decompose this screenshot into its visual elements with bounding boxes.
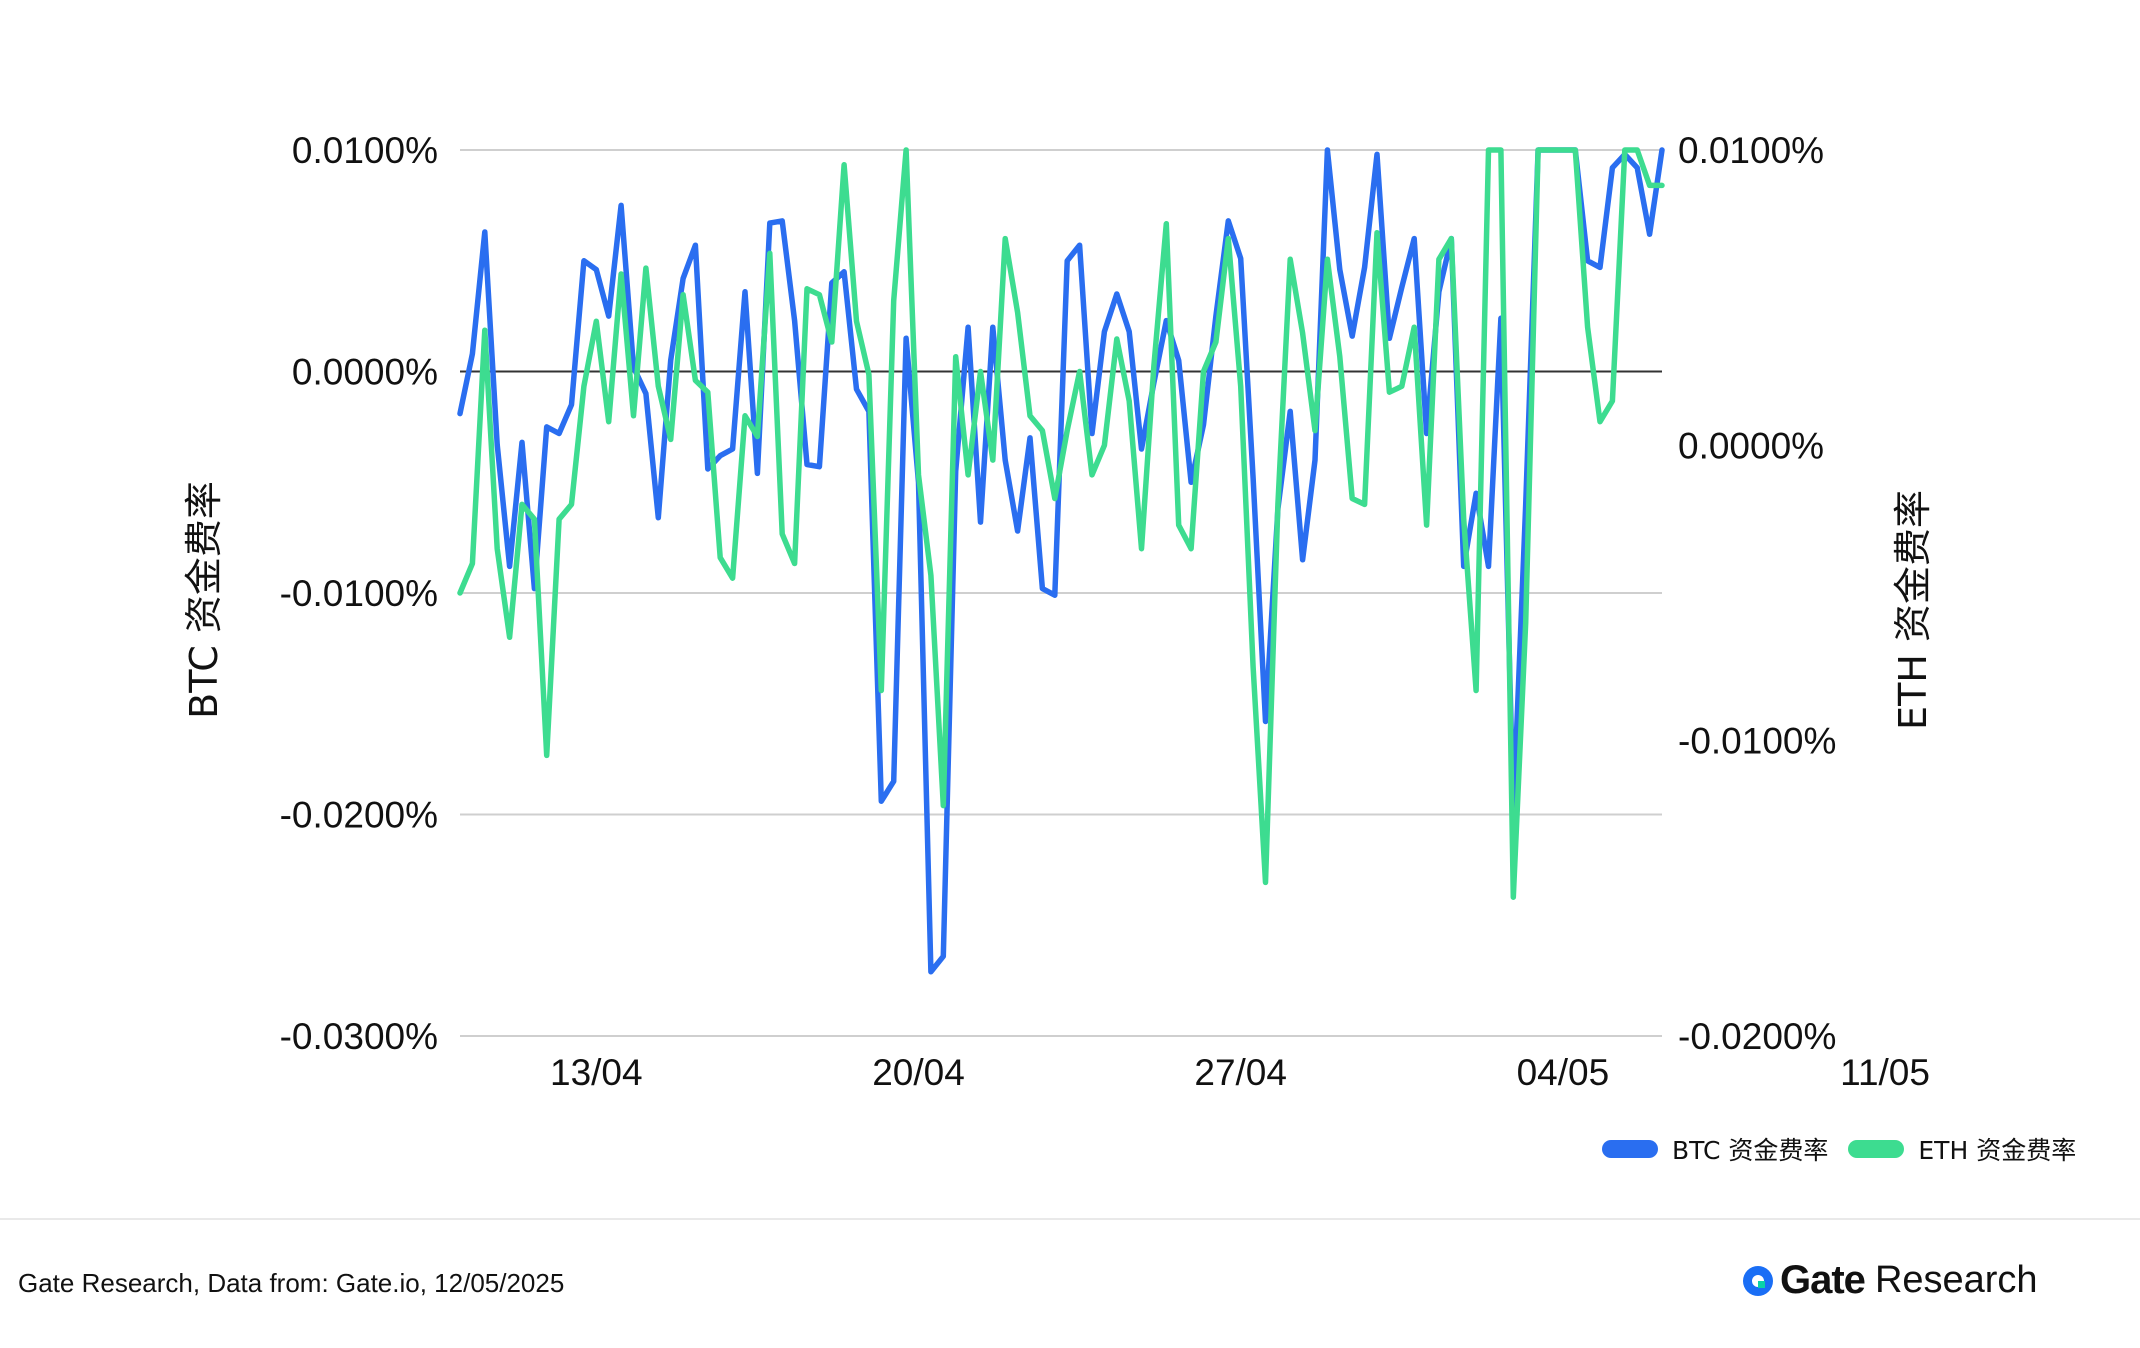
gate-logo-icon (1743, 1265, 1773, 1296)
x-tick-label: 11/05 (1840, 1052, 1930, 1093)
series-lines (457, 147, 1665, 975)
brand-logo: Gate Research (1740, 1258, 2038, 1303)
left-tick-label: 0.0000% (292, 352, 438, 393)
left-axis-ticks: 0.0100% 0.0000% -0.0100% -0.0200% -0.0300% (280, 130, 438, 1057)
legend-label-btc: BTC 资金费率 (1672, 1136, 1829, 1165)
brand-sub: Research (1874, 1259, 2038, 1301)
right-tick-label: 0.0000% (1678, 425, 1824, 466)
right-tick-label: 0.0100% (1678, 130, 1824, 171)
x-tick-label: 20/04 (872, 1052, 965, 1093)
legend-item-btc: BTC 资金费率 (1602, 1131, 1828, 1167)
grid-lines (460, 149, 1662, 1037)
x-tick-label: 13/04 (550, 1052, 643, 1093)
right-axis-title: ETH 资金费率 (1891, 490, 1935, 730)
left-tick-label: -0.0300% (280, 1016, 438, 1057)
source-caption: Gate Research, Data from: Gate.io, 12/05… (18, 1268, 565, 1298)
left-tick-label: -0.0200% (280, 795, 438, 836)
series-line-eth (457, 147, 1665, 900)
x-axis-ticks: 13/04 20/04 27/04 04/05 11/05 (550, 1052, 1930, 1093)
left-tick-label: -0.0100% (280, 573, 438, 614)
left-tick-label: 0.0100% (292, 130, 438, 171)
legend-item-eth: ETH 资金费率 (1848, 1131, 2076, 1167)
right-tick-label: -0.0100% (1678, 721, 1836, 762)
brand-name: Gate (1780, 1258, 1866, 1302)
chart-legend: BTC 资金费率 ETH 资金费率 (1602, 1131, 2096, 1167)
right-axis-ticks: 0.0100% 0.0000% -0.0100% -0.0200% (1678, 130, 1836, 1057)
funding-rate-chart: 0.0100% 0.0000% -0.0100% -0.0200% -0.0300% 0… (182, 130, 1935, 1093)
left-axis-title: BTC 资金费率 (182, 481, 226, 719)
x-tick-label: 27/04 (1194, 1052, 1287, 1093)
legend-label-eth: ETH 资金费率 (1918, 1136, 2077, 1165)
right-tick-label: -0.0200% (1678, 1016, 1836, 1057)
legend-swatch-btc (1602, 1140, 1658, 1158)
legend-swatch-eth (1848, 1140, 1905, 1158)
x-tick-label: 04/05 (1517, 1052, 1610, 1093)
footer-divider (0, 1218, 2140, 1220)
